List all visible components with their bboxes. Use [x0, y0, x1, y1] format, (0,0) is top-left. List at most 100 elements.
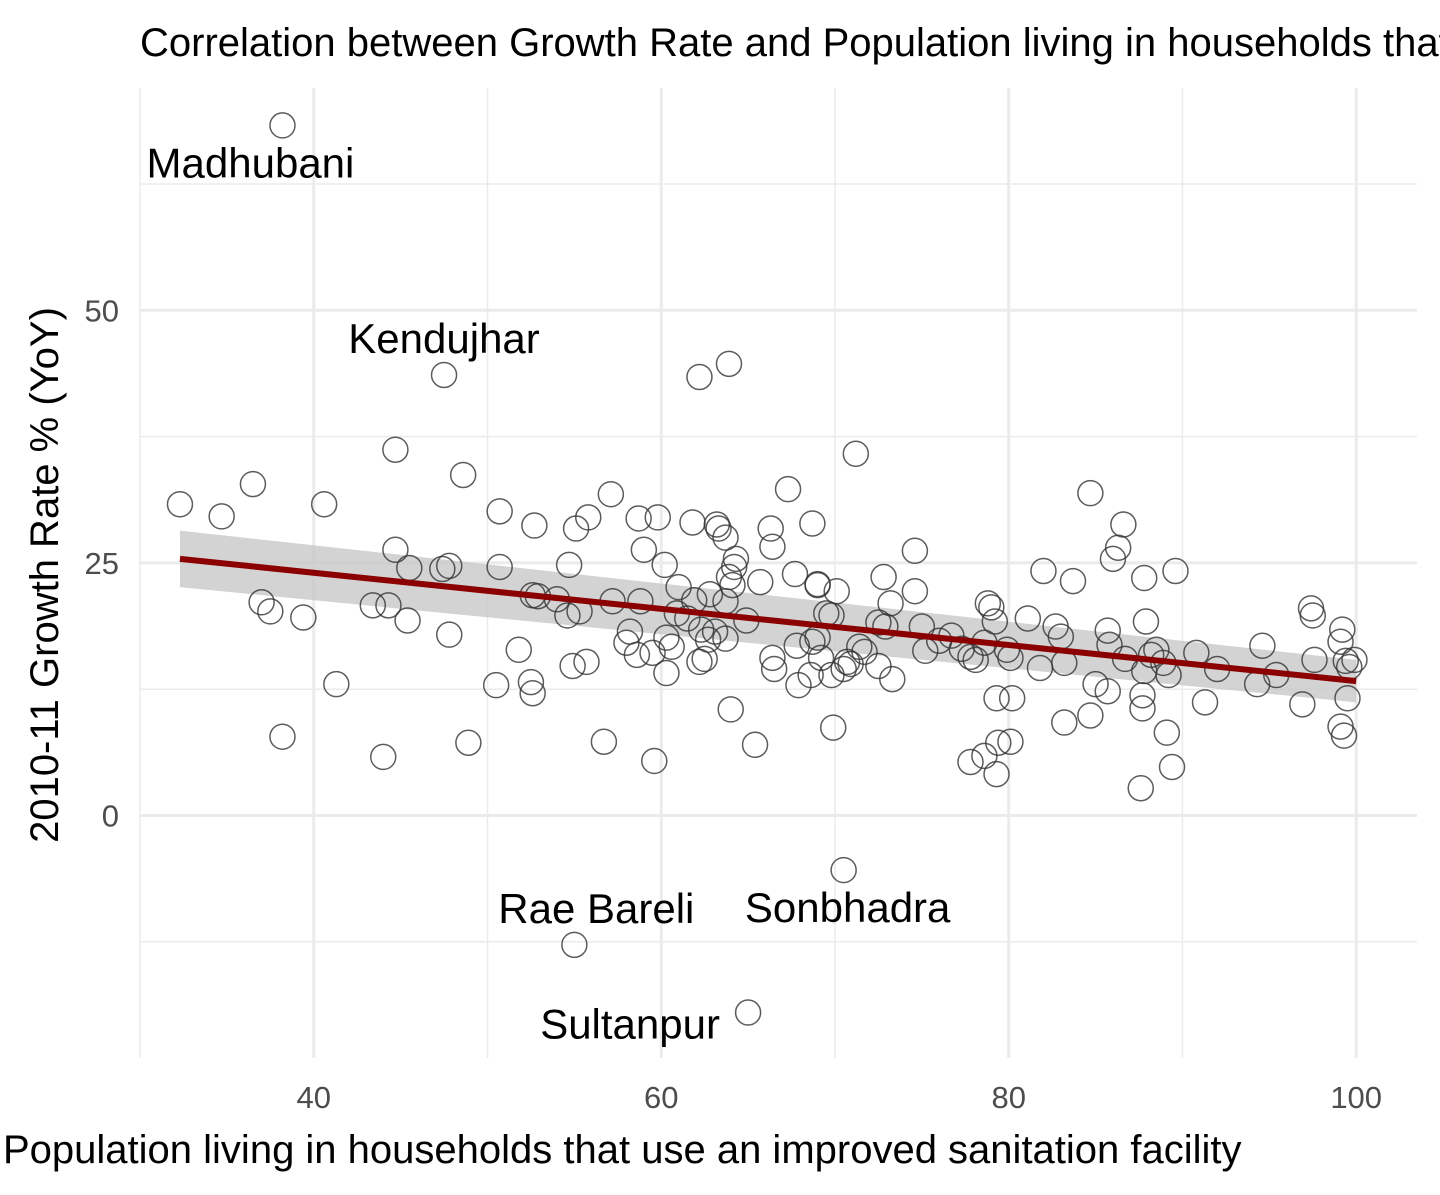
confidence-band — [179, 530, 1357, 703]
data-point — [830, 655, 857, 683]
data-point — [804, 571, 831, 599]
data-point — [1082, 670, 1109, 698]
data-point — [781, 560, 809, 588]
point-label: Sonbhadra — [745, 884, 951, 931]
data-point — [705, 515, 732, 542]
data-point — [1077, 702, 1104, 729]
data-point — [436, 621, 463, 648]
data-point — [623, 641, 651, 669]
y-tick-label: 25 — [85, 546, 119, 581]
data-point — [747, 568, 774, 596]
x-tick-label: 40 — [296, 1080, 330, 1115]
data-point — [983, 685, 1010, 712]
confidence-band-area — [179, 530, 1357, 703]
data-point — [359, 592, 387, 619]
point-label: Madhubani — [147, 139, 355, 186]
data-point — [1129, 682, 1156, 709]
data-point — [653, 624, 680, 651]
data-point — [1162, 557, 1189, 585]
data-point — [561, 931, 588, 959]
data-point — [665, 573, 692, 601]
data-point — [1334, 685, 1361, 712]
y-tick-label: 50 — [85, 293, 119, 328]
data-point — [1327, 628, 1354, 655]
data-point — [449, 461, 477, 489]
data-point — [851, 638, 878, 666]
data-point — [455, 729, 482, 756]
data-point — [691, 645, 718, 673]
x-tick-label: 100 — [1330, 1080, 1382, 1115]
data-point — [1030, 557, 1057, 585]
data-point — [554, 602, 581, 629]
data-point — [799, 628, 826, 655]
data-point — [482, 671, 510, 699]
x-tick-label: 80 — [991, 1080, 1025, 1115]
data-point — [658, 633, 685, 661]
data-point — [573, 648, 600, 676]
data-point — [429, 555, 456, 583]
data-point — [872, 613, 899, 640]
x-axis-ticks: 40 60 80 100 — [296, 1080, 1382, 1115]
data-point — [1130, 564, 1158, 592]
data-point — [1299, 602, 1327, 629]
data-point — [719, 571, 746, 599]
data-point — [1341, 646, 1368, 674]
x-tick-label: 60 — [644, 1080, 678, 1115]
trend-line — [179, 555, 1357, 685]
data-point — [1158, 753, 1186, 781]
data-point — [701, 618, 729, 645]
data-point — [630, 536, 658, 564]
data-point — [818, 661, 845, 689]
data-point — [799, 510, 826, 537]
data-point — [1153, 719, 1181, 746]
data-point — [962, 646, 989, 674]
data-point — [679, 509, 706, 536]
data-point — [971, 742, 998, 770]
point-label: Sultanpur — [540, 1001, 720, 1048]
data-point — [269, 723, 296, 750]
data-point — [517, 668, 545, 696]
data-point — [394, 607, 421, 634]
data-point — [760, 655, 788, 683]
data-point — [269, 112, 296, 139]
data-point — [597, 480, 625, 508]
data-point — [166, 491, 194, 518]
data-point — [651, 551, 678, 579]
data-point — [310, 491, 338, 518]
data-point — [1332, 647, 1360, 675]
data-point — [687, 616, 715, 643]
data-point — [248, 589, 275, 616]
trend-line-segment — [179, 555, 1357, 685]
data-point — [1129, 695, 1156, 722]
point-label: Kendujhar — [348, 315, 539, 362]
data-point — [1132, 608, 1160, 635]
data-point — [1110, 511, 1137, 538]
data-point — [722, 545, 750, 573]
data-point — [562, 515, 590, 542]
data-point — [741, 731, 769, 759]
data-point — [323, 670, 350, 698]
data-points — [166, 112, 1368, 1026]
point-label: Rae Bareli — [498, 885, 694, 932]
data-point — [1301, 646, 1328, 674]
data-point — [1330, 722, 1358, 749]
y-tick-label: 0 — [102, 799, 119, 834]
data-point — [653, 659, 680, 687]
data-point — [879, 665, 906, 693]
data-point — [641, 747, 668, 775]
data-point — [978, 594, 1005, 621]
data-point — [696, 580, 724, 608]
data-point — [644, 504, 671, 531]
data-point — [1127, 774, 1155, 802]
data-point — [369, 743, 397, 771]
data-point — [997, 728, 1024, 755]
data-point — [208, 503, 235, 530]
data-point — [1249, 632, 1276, 659]
data-point — [375, 592, 402, 619]
data-point — [715, 350, 743, 378]
data-point — [521, 512, 548, 539]
data-point — [774, 475, 802, 503]
data-point — [981, 608, 1009, 635]
data-point — [974, 590, 1002, 617]
